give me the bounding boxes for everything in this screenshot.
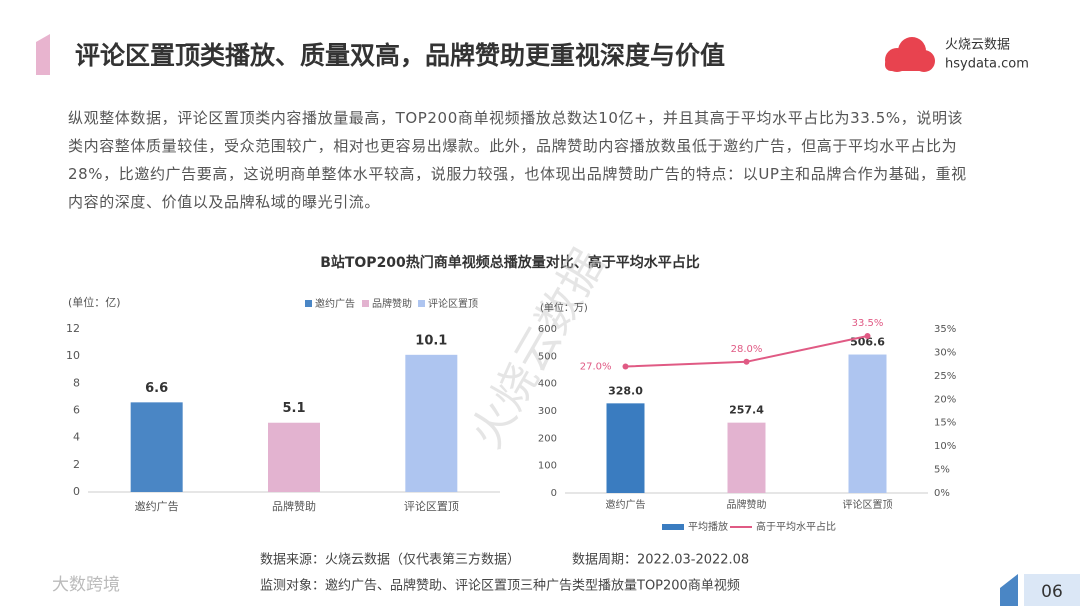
legend-label: 高于平均水平占比 [756,520,836,533]
y-tick-label: 600 [538,324,557,335]
bar [848,354,887,493]
y-tick-label: 2 [73,458,80,471]
value-label: 6.6 [145,381,168,396]
value-label: 328.0 [608,384,643,397]
y2-tick-label: 35% [934,324,956,335]
page-accent [1000,574,1018,606]
legend-label: 邀约广告 [315,297,355,310]
y-tick-label: 6 [73,404,80,417]
y-tick-label: 10 [66,349,80,362]
x-tick-label: 评论区置顶 [404,499,459,513]
watermark: 火烧云数据 [461,241,615,457]
charts-title: B站TOP200热门商单视频总播放量对比、高于平均水平占比 [320,254,700,271]
x-tick-label: 评论区置顶 [843,498,893,511]
legend-swatch [305,300,312,307]
bar [268,422,320,492]
y-tick-label: 300 [538,406,557,417]
value-label: 33.5% [852,318,884,329]
page-box [1024,574,1080,606]
x-tick-label: 邀约广告 [135,499,179,513]
y2-tick-label: 10% [934,441,956,452]
y-tick-label: 500 [538,351,557,362]
value-label: 257.4 [729,404,764,417]
legend-label: 品牌赞助 [372,297,412,310]
y2-tick-label: 30% [934,347,956,358]
legend-label: 平均播放 [688,520,728,533]
y-tick-label: 100 [538,461,557,472]
y2-tick-label: 15% [934,418,956,429]
y2-tick-label: 25% [934,371,956,382]
paragraph: 纵观整体数据，评论区置顶类内容播放量最高，TOP200商单视频播放总数达10亿+… [68,109,967,211]
y2-tick-label: 20% [934,394,956,405]
value-label: 28.0% [731,344,763,355]
legend-swatch [362,300,369,307]
x-tick-label: 品牌赞助 [272,499,316,513]
y-tick-label: 0 [73,485,80,498]
y-tick-label: 4 [73,431,80,444]
value-label: 27.0% [580,361,612,372]
bar [130,402,183,492]
brand-url: hsydata.com [945,57,1029,72]
source: 数据来源：火烧云数据（仅代表第三方数据） [260,552,520,568]
y-axis-label: (单位：亿) [68,295,121,309]
y-tick-label: 0 [551,488,557,499]
bar [727,422,766,493]
x-tick-label: 邀约广告 [606,498,646,511]
footer-logo: 大数跨境 [52,575,120,595]
brand-logo [885,37,935,72]
legend-swatch [418,300,425,307]
page-title: 评论区置顶类播放、质量双高，品牌赞助更重视深度与价值 [75,41,725,70]
y-tick-label: 400 [538,379,557,390]
y-tick-label: 8 [73,376,80,389]
line-point [864,333,871,340]
page-number: 06 [1041,582,1063,602]
y-tick-label: 12 [66,322,80,335]
title-accent [36,34,50,75]
value-label: 10.1 [415,333,447,348]
scope: 监测对象：邀约广告、品牌赞助、评论区置顶三种广告类型播放量TOP200商单视频 [260,578,740,594]
line-point [622,363,629,370]
y-tick-label: 200 [538,433,557,444]
bar [405,354,458,492]
bar [606,403,645,493]
y-axis-label: (单位：万) [540,301,588,314]
legend-swatch [662,524,684,530]
x-tick-label: 品牌赞助 [727,498,767,511]
line-point [743,358,750,365]
y2-tick-label: 5% [934,465,950,476]
period: 数据周期：2022.03-2022.08 [572,553,749,568]
y2-tick-label: 0% [934,488,950,499]
value-label: 5.1 [282,401,305,416]
legend-label: 评论区置顶 [428,297,478,310]
brand-name: 火烧云数据 [945,38,1010,53]
